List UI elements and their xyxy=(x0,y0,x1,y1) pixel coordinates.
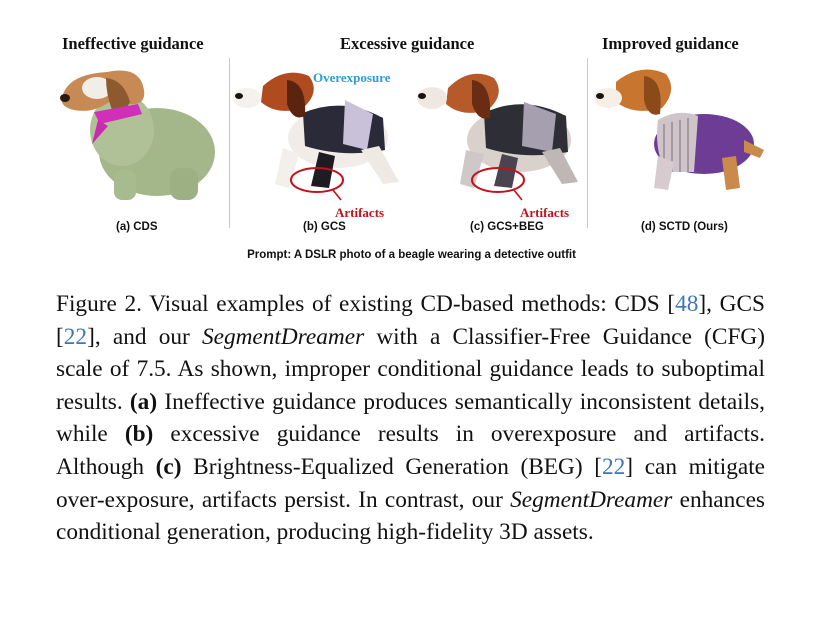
caption-text: Ineffective guidance produces semantical… xyxy=(56,388,765,448)
artifacts-label-gcs-beg: Artifacts xyxy=(520,205,570,220)
citation-link[interactable]: 48 xyxy=(675,291,699,317)
overexposure-label: Overexposure xyxy=(313,70,391,85)
prompt-text: Prompt: A DSLR photo of a beagle wearing… xyxy=(247,249,576,261)
artifacts-label-gcs: Artifacts xyxy=(335,205,385,220)
figure-caption: Figure 2. Visual examples of existing CD… xyxy=(56,288,765,549)
figure: Ineffective guidance Excessive guidance … xyxy=(0,0,823,280)
panel-ref-a: (a) xyxy=(129,388,158,415)
figure-label: Figure 2. xyxy=(56,291,142,317)
caption-text: ], GCS [ xyxy=(56,291,765,350)
divider-right xyxy=(587,58,588,228)
divider-left xyxy=(229,58,230,228)
caption-gcs-beg: (c) GCS+BEG xyxy=(470,221,544,233)
caption-text: enhances conditional generation, produci… xyxy=(56,486,765,546)
caption-cds: (a) CDS xyxy=(116,221,158,233)
citation-link[interactable]: 22 xyxy=(602,453,626,480)
caption-text: excessive guidance results in overexposu… xyxy=(56,421,765,480)
group-title-ineffective: Ineffective guidance xyxy=(62,34,204,53)
caption-sctd: (d) SCTD (Ours) xyxy=(641,221,728,233)
panel-gcs-beg-image xyxy=(414,58,589,208)
panel-ref-b: (b) xyxy=(124,421,154,448)
panel-cds-image xyxy=(52,60,222,210)
caption-text: Brightness-Equalized Generation (BEG) [ xyxy=(181,453,602,480)
caption-text: Visual examples of existing CD-based met… xyxy=(149,291,676,317)
panel-gcs-image xyxy=(233,58,408,208)
caption-gcs: (b) GCS xyxy=(303,221,346,233)
caption-text: ], and our xyxy=(87,323,202,350)
caption-text: with a Classifier-Free Guidance (CFG) sc… xyxy=(56,323,766,415)
method-name: SegmentDreamer xyxy=(510,486,673,513)
citation-link[interactable]: 22 xyxy=(63,323,88,350)
panel-ref-c: (c) xyxy=(155,453,182,480)
panel-sctd-image xyxy=(594,60,766,205)
group-title-improved: Improved guidance xyxy=(602,34,739,53)
caption-text: ] can mitigate over-exposure, artifacts … xyxy=(56,453,766,513)
method-name: SegmentDreamer xyxy=(201,323,365,350)
group-title-excessive: Excessive guidance xyxy=(340,34,475,53)
